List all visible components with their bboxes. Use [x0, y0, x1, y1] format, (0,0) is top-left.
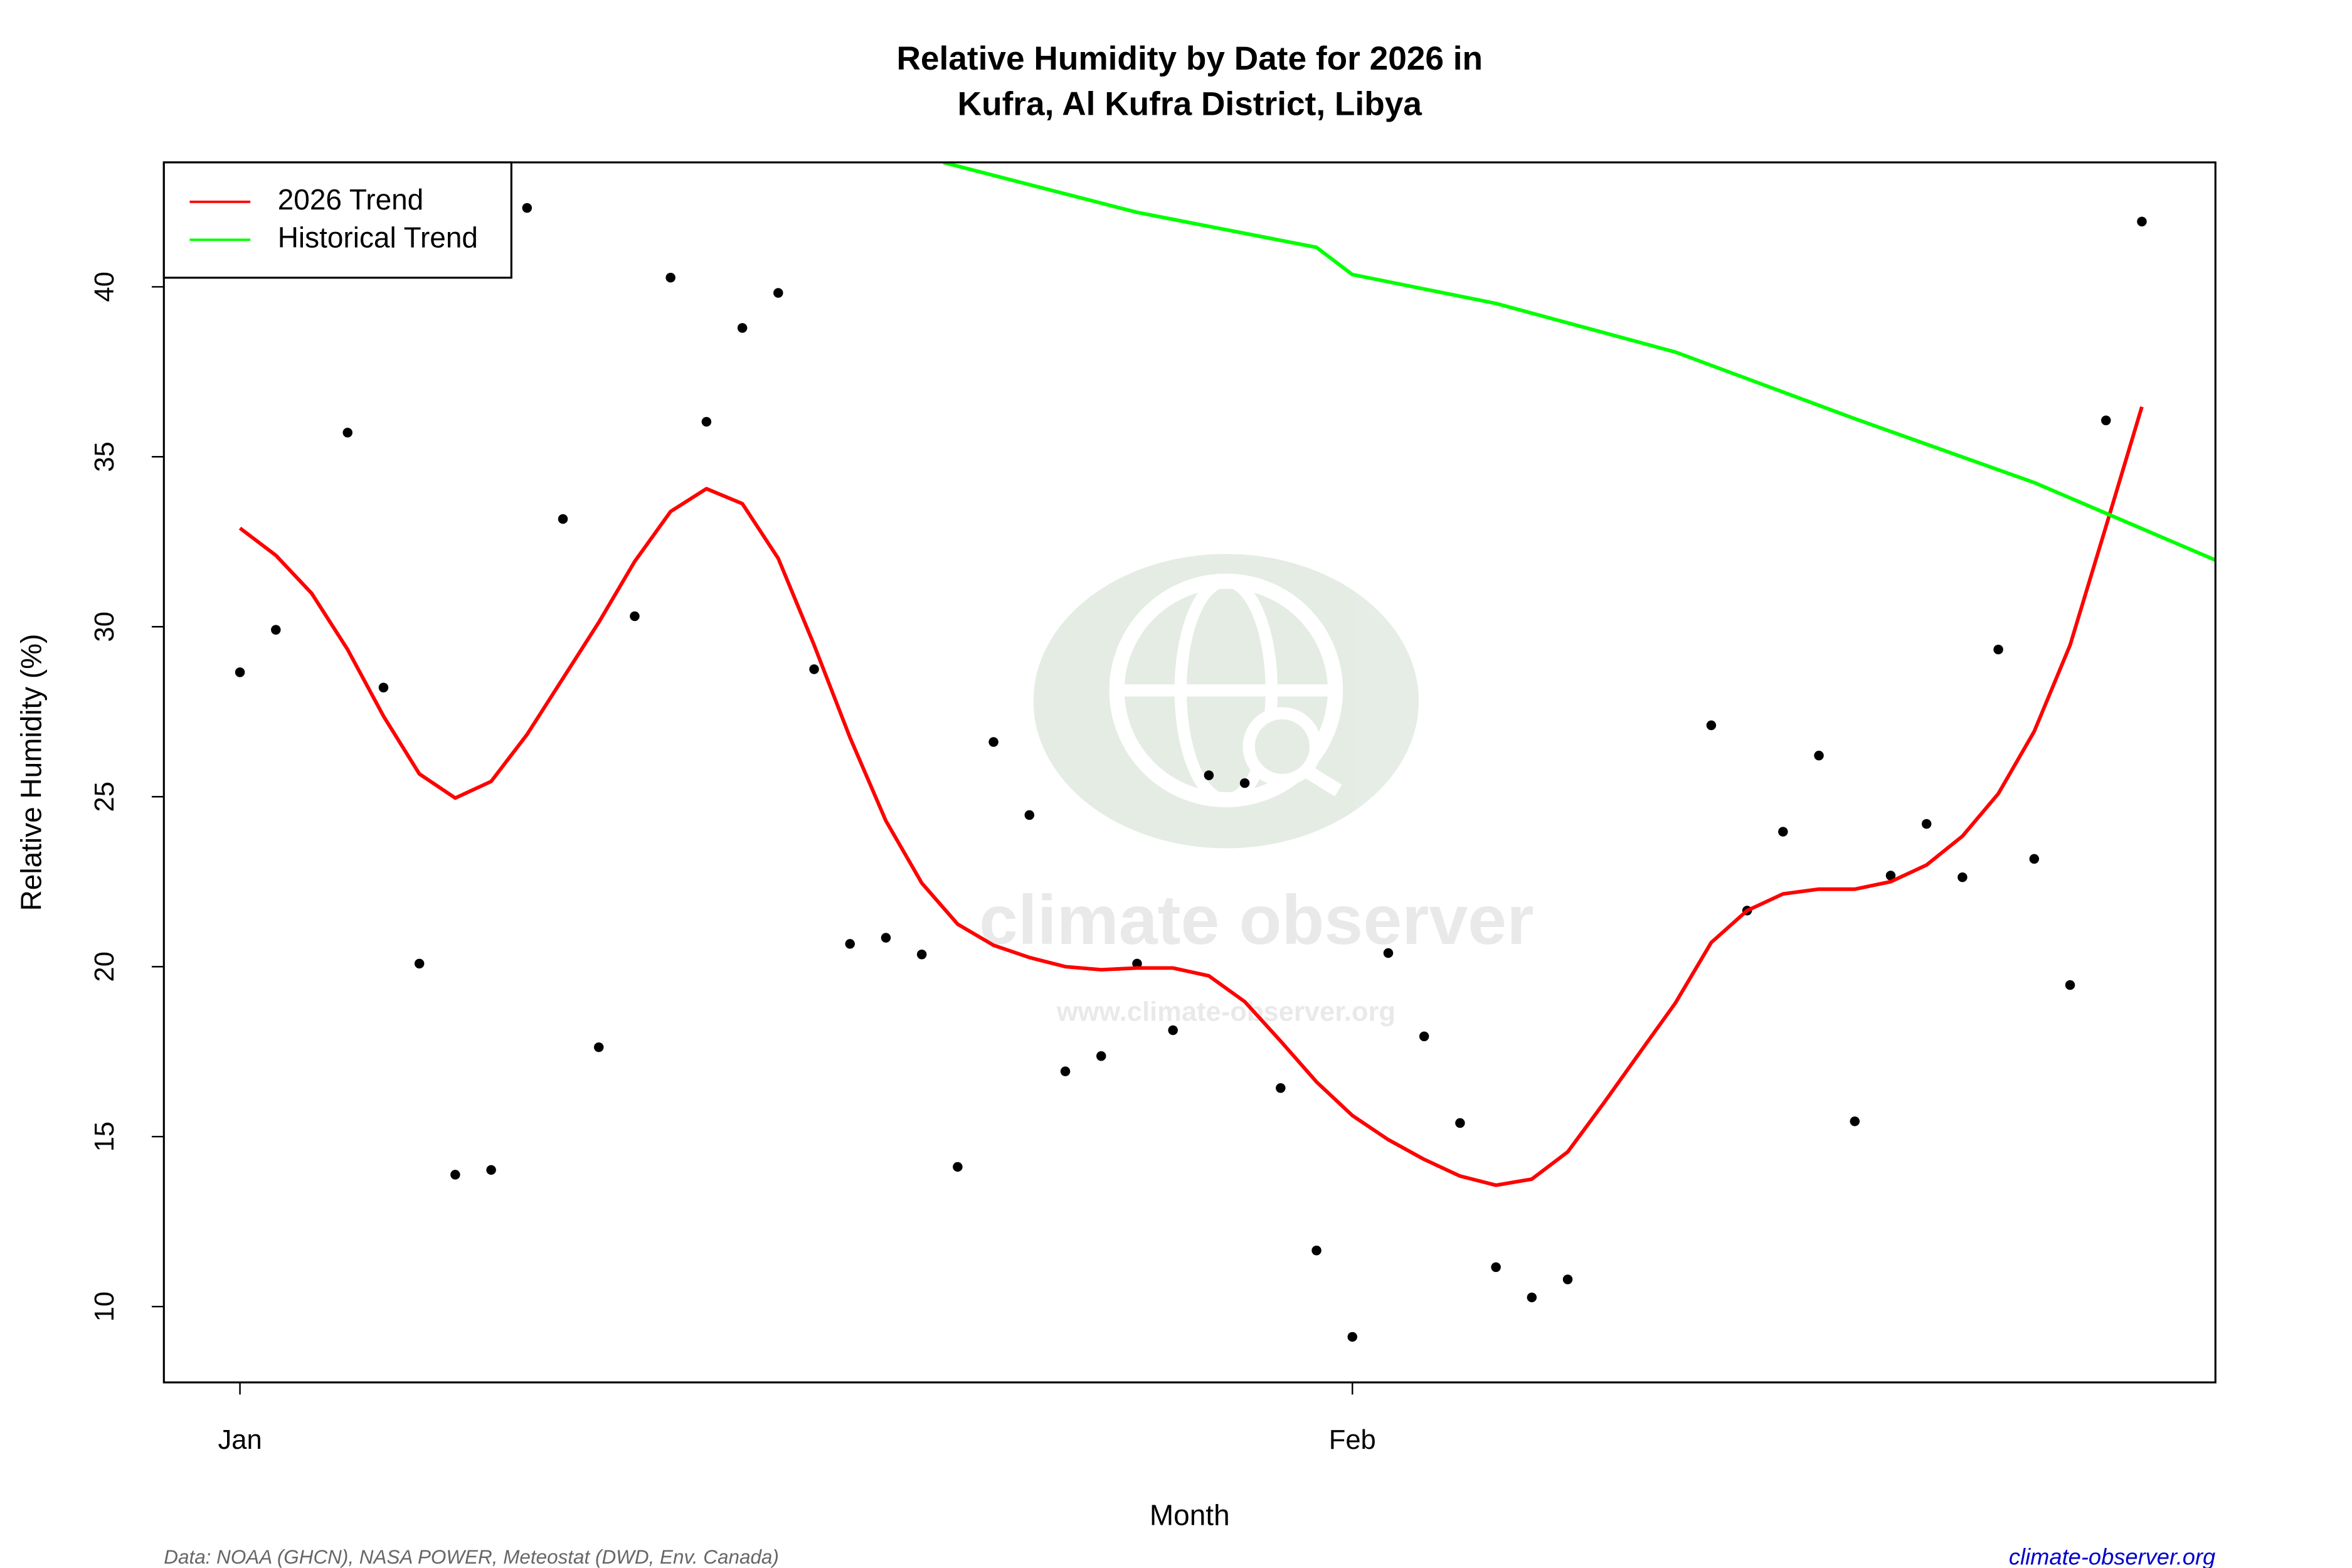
data-point: [558, 514, 568, 524]
data-point: [1419, 1031, 1429, 1042]
data-point: [2029, 854, 2040, 864]
plot-frame: [162, 161, 2217, 1384]
data-point: [593, 1042, 604, 1052]
watermark-url: www.climate-observer.org: [1056, 997, 1396, 1027]
y-tick-label: 20: [90, 951, 120, 982]
data-point: [953, 1162, 963, 1172]
data-point: [630, 611, 640, 622]
data-point: [1491, 1262, 1501, 1273]
data-point: [486, 1165, 496, 1175]
x-tick-label: Jan: [218, 1425, 262, 1455]
data-point: [1706, 720, 1717, 731]
watermark-lens: [1242, 707, 1322, 787]
data-point: [235, 667, 245, 677]
trend-line: [238, 406, 2144, 1187]
data-point: [2137, 216, 2147, 226]
y-tick-label: 30: [90, 612, 120, 642]
data-point: [1850, 1116, 1860, 1126]
data-point: [378, 682, 389, 693]
data-point: [988, 737, 999, 747]
watermark-lens: [1303, 765, 1342, 797]
watermark-text: climate observer: [979, 881, 1534, 959]
data-point: [845, 939, 855, 949]
data-point: [1921, 818, 1932, 829]
data-point: [1347, 1332, 1357, 1342]
source-note: Data: NOAA (GHCN), NASA POWER, Meteostat…: [164, 1546, 779, 1568]
data-point: [1060, 1066, 1071, 1076]
data-point: [1204, 770, 1214, 780]
data-point: [881, 933, 891, 943]
data-point: [2065, 980, 2075, 990]
watermark-globe: [1174, 575, 1278, 806]
watermark: climate observer www.climate-observer.or…: [979, 554, 1534, 1027]
data-point: [2101, 415, 2111, 426]
watermark-badge: [1033, 554, 1419, 849]
data-point: [450, 1170, 460, 1180]
y-tick-label: 15: [90, 1121, 120, 1152]
chart-title: Relative Humidity by Date for 2026 in: [896, 40, 1483, 77]
data-point: [1814, 750, 1824, 761]
data-point: [1276, 1083, 1286, 1093]
trend-line: [943, 162, 2216, 562]
legend-box: [162, 161, 512, 279]
data-point: [342, 428, 352, 438]
data-point: [1527, 1292, 1537, 1303]
x-axis-title: Month: [1150, 1499, 1230, 1532]
data-point: [1957, 872, 1968, 882]
plot-clip: [235, 162, 2216, 1342]
plot-area: [235, 162, 2216, 1342]
data-point: [1132, 958, 1142, 969]
data-point: [522, 203, 532, 213]
data-point: [665, 272, 675, 283]
legend: 2026 Trend Historical Trend: [162, 161, 512, 279]
data-point: [1024, 810, 1035, 820]
data-point: [1778, 827, 1788, 837]
data-point: [1455, 1118, 1465, 1128]
y-tick-label: 40: [90, 272, 120, 302]
x-tick-label: Feb: [1329, 1425, 1376, 1455]
data-point: [1096, 1051, 1106, 1061]
data-point: [1993, 644, 2003, 655]
data-point: [737, 323, 748, 333]
data-point: [773, 288, 783, 298]
site-link[interactable]: climate-observer.org: [2009, 1544, 2215, 1568]
legend-label: Historical Trend: [278, 221, 478, 253]
y-tick-label: 35: [90, 442, 120, 472]
data-point: [1311, 1246, 1322, 1256]
data-point: [414, 958, 425, 969]
data-point: [1168, 1025, 1178, 1036]
data-point: [701, 416, 712, 427]
y-tick-label: 10: [90, 1291, 120, 1322]
watermark-globe: [1109, 573, 1343, 808]
data-point: [1239, 778, 1250, 788]
data-point: [271, 625, 281, 635]
data-point: [1885, 871, 1896, 881]
data-point: [1562, 1274, 1573, 1285]
data-point: [1383, 948, 1394, 958]
y-axis-title: Relative Humidity (%): [14, 634, 47, 911]
y-tick-label: 25: [90, 781, 120, 812]
data-point: [809, 664, 819, 674]
data-point: [916, 949, 927, 960]
chart-title: Kufra, Al Kufra District, Libya: [958, 85, 1422, 122]
legend-label: 2026 Trend: [278, 183, 424, 216]
